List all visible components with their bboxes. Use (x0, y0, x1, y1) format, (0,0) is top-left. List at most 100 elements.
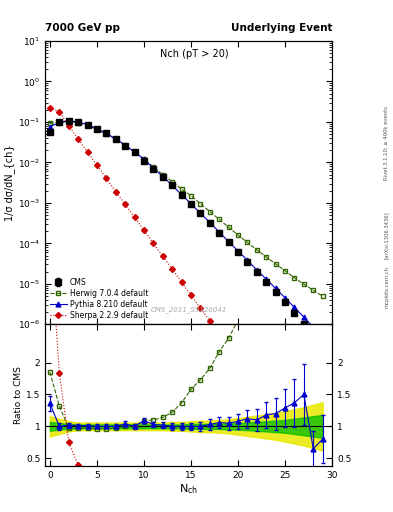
Sherpa 2.2.9 default (66, 123, 71, 129)
Text: Nch (pT > 20): Nch (pT > 20) (160, 50, 229, 59)
Herwig 7.0.4 default (320, 293, 325, 300)
Pythia 8.210 default (160, 174, 165, 180)
Pythia 8.210 default (245, 257, 250, 263)
Y-axis label: Ratio to CMS: Ratio to CMS (14, 366, 23, 424)
Sherpa 2.2.9 default (160, 253, 165, 259)
Sherpa 2.2.9 default (264, 395, 268, 401)
Pythia 8.210 default (123, 142, 127, 148)
Pythia 8.210 default (226, 239, 231, 245)
Pythia 8.210 default (114, 136, 118, 142)
Herwig 7.0.4 default (170, 179, 174, 185)
Pythia 8.210 default (236, 248, 241, 254)
Pythia 8.210 default (283, 295, 287, 301)
Herwig 7.0.4 default (132, 149, 137, 155)
Sherpa 2.2.9 default (114, 188, 118, 195)
Sherpa 2.2.9 default (189, 292, 193, 298)
Herwig 7.0.4 default (273, 261, 278, 267)
Sherpa 2.2.9 default (76, 136, 81, 142)
Sherpa 2.2.9 default (217, 331, 222, 337)
Pythia 8.210 default (141, 156, 146, 162)
Sherpa 2.2.9 default (123, 201, 127, 207)
Herwig 7.0.4 default (245, 240, 250, 246)
Line: Herwig 7.0.4 default: Herwig 7.0.4 default (48, 119, 325, 299)
Text: Underlying Event: Underlying Event (231, 23, 332, 33)
Sherpa 2.2.9 default (208, 318, 212, 324)
Sherpa 2.2.9 default (48, 105, 52, 111)
Sherpa 2.2.9 default (151, 240, 156, 246)
Sherpa 2.2.9 default (198, 305, 203, 311)
Pythia 8.210 default (151, 165, 156, 171)
Pythia 8.210 default (132, 149, 137, 155)
Pythia 8.210 default (189, 201, 193, 207)
Pythia 8.210 default (179, 191, 184, 198)
Herwig 7.0.4 default (66, 118, 71, 124)
Pythia 8.210 default (301, 314, 306, 320)
Herwig 7.0.4 default (57, 119, 62, 125)
Legend: CMS, Herwig 7.0.4 default, Pythia 8.210 default, Sherpa 2.2.9 default: CMS, Herwig 7.0.4 default, Pythia 8.210 … (48, 275, 150, 322)
Y-axis label: 1/σ dσ/dN_{ch}: 1/σ dσ/dN_{ch} (4, 144, 15, 221)
Herwig 7.0.4 default (236, 232, 241, 238)
Herwig 7.0.4 default (283, 268, 287, 274)
Sherpa 2.2.9 default (311, 459, 316, 465)
Pythia 8.210 default (292, 305, 297, 311)
Text: mcplots.cern.ch: mcplots.cern.ch (384, 266, 389, 308)
Sherpa 2.2.9 default (141, 227, 146, 233)
Text: 7000 GeV pp: 7000 GeV pp (45, 23, 120, 33)
Herwig 7.0.4 default (141, 156, 146, 162)
Sherpa 2.2.9 default (292, 433, 297, 439)
Herwig 7.0.4 default (311, 287, 316, 293)
Pythia 8.210 default (208, 219, 212, 225)
Herwig 7.0.4 default (95, 126, 99, 133)
Herwig 7.0.4 default (301, 281, 306, 287)
Text: [arXiv:1306.3436]: [arXiv:1306.3436] (384, 211, 389, 260)
Text: CMS_2011_S9120041: CMS_2011_S9120041 (151, 306, 227, 313)
Herwig 7.0.4 default (114, 136, 118, 142)
Sherpa 2.2.9 default (255, 383, 259, 389)
Pythia 8.210 default (48, 124, 52, 130)
Text: Rivet 3.1.10; ≥ 400k events: Rivet 3.1.10; ≥ 400k events (384, 106, 389, 180)
Sherpa 2.2.9 default (104, 176, 109, 182)
Pythia 8.210 default (273, 285, 278, 291)
Pythia 8.210 default (255, 267, 259, 273)
Pythia 8.210 default (57, 119, 62, 125)
Herwig 7.0.4 default (264, 254, 268, 260)
Herwig 7.0.4 default (76, 120, 81, 126)
Herwig 7.0.4 default (198, 201, 203, 207)
Pythia 8.210 default (264, 276, 268, 282)
Sherpa 2.2.9 default (57, 109, 62, 115)
Sherpa 2.2.9 default (132, 214, 137, 220)
Herwig 7.0.4 default (48, 120, 52, 126)
Line: Pythia 8.210 default: Pythia 8.210 default (48, 118, 325, 339)
Pythia 8.210 default (320, 333, 325, 339)
Herwig 7.0.4 default (292, 275, 297, 281)
Herwig 7.0.4 default (226, 224, 231, 230)
Herwig 7.0.4 default (85, 122, 90, 129)
Herwig 7.0.4 default (208, 208, 212, 215)
Sherpa 2.2.9 default (95, 162, 99, 168)
Sherpa 2.2.9 default (179, 279, 184, 285)
Herwig 7.0.4 default (104, 131, 109, 137)
Sherpa 2.2.9 default (226, 344, 231, 350)
Sherpa 2.2.9 default (283, 420, 287, 426)
Sherpa 2.2.9 default (273, 408, 278, 414)
X-axis label: N$_{\mathregular{ch}}$: N$_{\mathregular{ch}}$ (179, 482, 198, 496)
Herwig 7.0.4 default (160, 172, 165, 178)
Pythia 8.210 default (76, 119, 81, 125)
Sherpa 2.2.9 default (320, 471, 325, 477)
Pythia 8.210 default (66, 118, 71, 124)
Line: Sherpa 2.2.9 default: Sherpa 2.2.9 default (48, 106, 325, 476)
Herwig 7.0.4 default (123, 142, 127, 148)
Sherpa 2.2.9 default (85, 149, 90, 155)
Herwig 7.0.4 default (217, 217, 222, 223)
Pythia 8.210 default (311, 324, 316, 330)
Herwig 7.0.4 default (179, 186, 184, 192)
Sherpa 2.2.9 default (301, 446, 306, 452)
Pythia 8.210 default (170, 182, 174, 188)
Pythia 8.210 default (95, 125, 99, 132)
Herwig 7.0.4 default (189, 193, 193, 199)
Pythia 8.210 default (85, 121, 90, 127)
Herwig 7.0.4 default (151, 164, 156, 170)
Sherpa 2.2.9 default (170, 266, 174, 272)
Sherpa 2.2.9 default (236, 357, 241, 363)
Pythia 8.210 default (217, 229, 222, 235)
